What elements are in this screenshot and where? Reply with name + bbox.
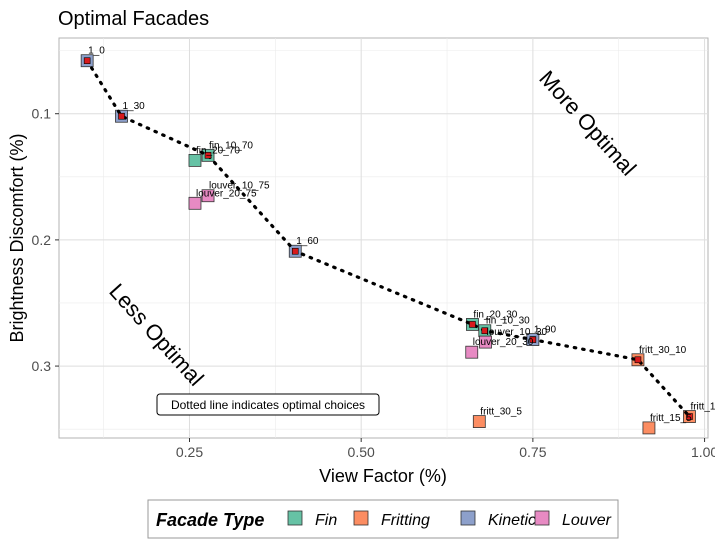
legend: Facade Type Fin Fritting Kinetic Louver <box>147 499 619 539</box>
point-label: 1_60 <box>296 236 319 247</box>
data-point-fritting <box>472 415 486 428</box>
point-label: fin_10_30 <box>486 316 530 327</box>
grid <box>59 38 708 438</box>
y-axis-title: Brightness Discomfort (%) <box>7 133 27 342</box>
optimal-point-marker <box>118 112 125 120</box>
data-point-fin <box>188 153 202 167</box>
legend-key-fin <box>287 510 303 526</box>
optimal-point-marker <box>291 247 299 255</box>
legend-key-louver <box>534 510 550 526</box>
point-label: louver_10_75 <box>209 181 270 192</box>
legend-title: Facade Type <box>156 510 264 530</box>
legend-entries: Fin Fritting Kinetic Louver <box>287 510 612 529</box>
optimal-path <box>83 57 693 420</box>
y-tick-label: 0.1 <box>32 106 52 122</box>
point-label: fin_20_70 <box>196 145 240 156</box>
legend-label-kinetic: Kinetic <box>488 512 536 529</box>
point-label: louver_20_30 <box>473 337 534 348</box>
legend-key-fritting <box>353 510 369 526</box>
optimal-point-marker <box>83 57 91 65</box>
x-tick-label: 1.00 <box>691 444 715 460</box>
optimal-point-marker <box>686 413 693 420</box>
point-label: fritt_30_5 <box>480 407 522 418</box>
x-tick-label: 0.25 <box>176 444 203 460</box>
chart-title: Optimal Facades <box>58 8 209 30</box>
legend-label-fin: Fin <box>315 512 337 529</box>
optimal-point-marker <box>481 327 489 335</box>
point-label: fin_10_70 <box>209 140 253 151</box>
y-tick-label: 0.3 <box>32 358 52 374</box>
optimal-point-marker <box>529 336 537 343</box>
point-label: 1_30 <box>122 101 145 112</box>
point-label: louver_20_75 <box>196 188 257 199</box>
x-axis-title: View Factor (%) <box>319 466 447 486</box>
data-point-louver <box>465 345 479 359</box>
note-text: Dotted line indicates optimal choices <box>171 398 365 412</box>
x-tick-label: 0.50 <box>348 444 375 460</box>
data-point-fritting <box>642 421 656 435</box>
point-label: 1_0 <box>88 46 105 57</box>
optimal-point-marker <box>204 152 212 159</box>
data-point-louver <box>201 189 215 203</box>
x-tick-label: 0.75 <box>519 444 546 460</box>
y-tick-label: 0.2 <box>32 232 52 248</box>
point-label: fritt_30_10 <box>639 345 687 356</box>
point-label: fritt_15_5 <box>650 413 692 424</box>
axis-ticks: 0.25 0.50 0.75 1.00 0.1 0.2 0.3 <box>32 106 715 460</box>
legend-label-fritting: Fritting <box>381 512 430 529</box>
optimal-point-marker <box>634 356 642 364</box>
optimal-point-marker <box>469 321 476 328</box>
point-label: 1_90 <box>534 325 557 336</box>
point-label: fin_20_30 <box>473 309 517 320</box>
note-box: Dotted line indicates optimal choices <box>156 393 380 416</box>
legend-key-kinetic <box>460 510 476 526</box>
legend-label-louver: Louver <box>562 512 612 529</box>
data-point-louver <box>188 196 202 210</box>
plot-panel <box>58 37 709 439</box>
point-label: fritt_1 <box>690 402 715 413</box>
data-point-louver <box>479 335 492 349</box>
point-label: louver_10_30 <box>486 327 547 338</box>
